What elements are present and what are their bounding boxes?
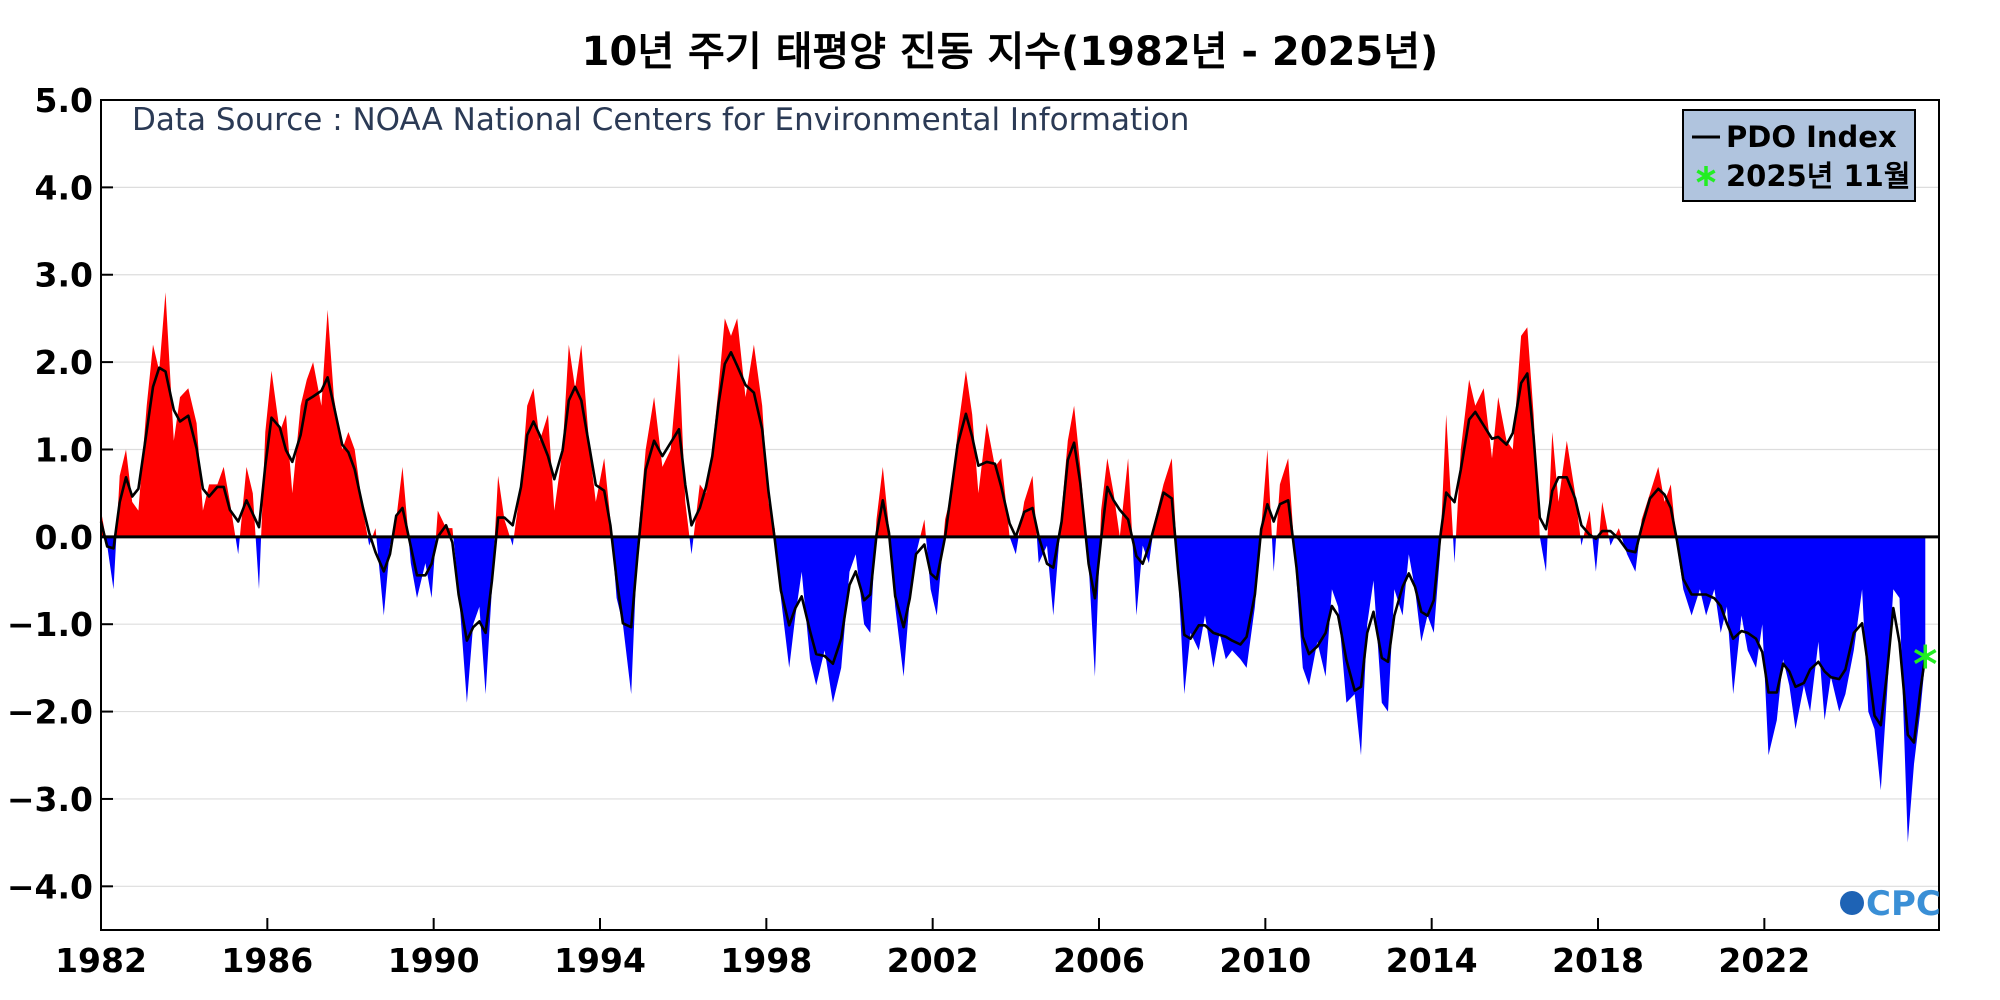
x-tick-label: 2014	[1386, 941, 1478, 980]
x-tick-label: 1994	[554, 941, 646, 980]
chart-title: 10년 주기 태평양 진동 지수(1982년 - 2025년)	[582, 29, 1439, 75]
pdo-index-line	[99, 351, 1927, 744]
y-tick-label: 1.0	[35, 430, 93, 469]
x-tick-label: 1982	[55, 941, 147, 980]
latest-value-marker	[1914, 644, 1937, 669]
area-fill	[101, 292, 1926, 843]
x-tick-label: 2010	[1219, 941, 1311, 980]
y-tick-label: −1.0	[7, 605, 93, 644]
x-tick-label: 2002	[887, 941, 979, 980]
x-axis: 1982 1986 1990 1994 1998 2002 2006 2010 2014 2018…	[55, 918, 1810, 980]
negative-area	[105, 536, 1926, 843]
y-tick-label: 3.0	[35, 256, 93, 295]
legend: PDO Index 2025년 11월	[1682, 109, 1916, 202]
x-tick-label: 1990	[388, 941, 480, 980]
y-tick-label: 2.0	[35, 343, 93, 382]
y-tick-label: 0.0	[35, 518, 93, 557]
plot-frame	[100, 99, 1940, 931]
y-tick-label: −4.0	[7, 867, 93, 906]
latest-marker-group	[1914, 644, 1937, 669]
x-tick-label: 2022	[1718, 941, 1810, 980]
x-tick-label: 1986	[221, 941, 313, 980]
data-source-note: Data Source : NOAA National Centers for …	[132, 102, 1189, 138]
y-axis: 5.0 4.0 3.0 2.0 1.0 0.0 −1.0 −2.0 −3.0 −4.0	[7, 81, 113, 906]
legend-entry-pdo-index: PDO Index	[1726, 120, 1897, 154]
legend-marker-swatch	[1696, 166, 1716, 186]
y-tick-label: −3.0	[7, 780, 93, 819]
latest-marker-stroke	[1914, 649, 1937, 665]
legend-entry-latest: 2025년 11월	[1726, 159, 1911, 193]
y-tick-label: 5.0	[35, 81, 93, 120]
x-tick-label: 2006	[1053, 941, 1145, 980]
positive-area	[101, 292, 1926, 537]
cpc-logo-globe	[1840, 891, 1864, 915]
y-tick-label: 4.0	[35, 168, 93, 207]
legend-box	[1682, 109, 1916, 202]
pdo-index-line-group	[99, 351, 1927, 744]
x-tick-label: 1998	[720, 941, 812, 980]
cpc-logo: CPC	[1840, 884, 1941, 924]
grid-lines	[101, 186, 1939, 887]
cpc-logo-text: CPC	[1866, 884, 1941, 924]
y-tick-label: −2.0	[7, 693, 93, 732]
x-tick-label: 2018	[1552, 941, 1644, 980]
